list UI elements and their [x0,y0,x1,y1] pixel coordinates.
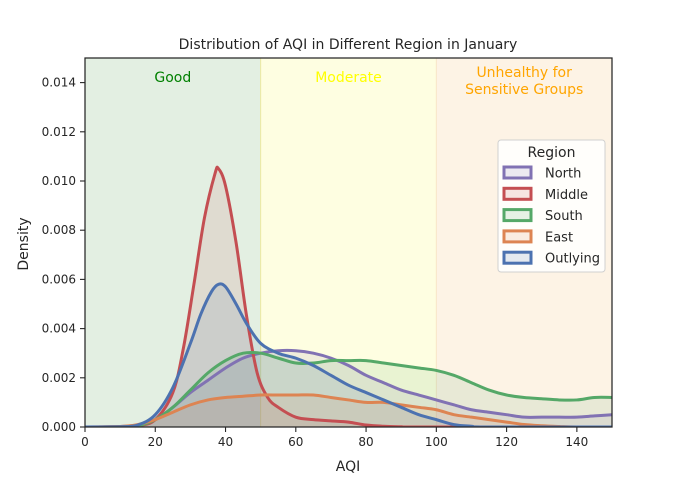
area-north [85,350,612,427]
y-tick-label: 0.014 [42,76,76,90]
x-tick-label: 60 [288,435,303,449]
legend-label-middle: Middle [545,188,588,203]
series-line-east [85,393,612,427]
y-tick-label: 0.008 [42,223,76,237]
y-tick-label: 0.002 [42,371,76,385]
y-tick-label: 0.004 [42,322,76,336]
x-tick-label: 0 [81,435,89,449]
legend-swatch-middle [502,186,533,201]
legend-swatch-outlying [502,250,533,265]
y-tick-label: 0.000 [42,420,76,434]
area-south [85,352,612,427]
x-axis-label: AQI [336,459,360,475]
legend-swatch-north [502,165,533,180]
legend-label-outlying: Outlying [545,252,600,267]
legend-box [497,139,606,273]
density-lines [85,165,612,427]
legend-label-south: South [545,209,583,224]
density-areas [85,167,612,427]
legend-swatch-east [502,229,533,244]
series-line-outlying [85,282,612,427]
x-tick-label: 80 [358,435,373,449]
series-line-south [85,350,612,427]
x-tick-label: 120 [495,435,518,449]
chart-title: Distribution of AQI in Different Region … [179,37,518,53]
x-tick-label: 40 [218,435,233,449]
band-labels: Good Moderate Unhealthy for Sensitive Group… [154,65,583,98]
legend-title: Region [528,145,576,161]
band-label-1: Moderate [315,70,382,86]
y-axis-label: Density [16,217,32,270]
y-tick-label: 0.010 [42,174,76,188]
band-label-0: Good [154,70,191,86]
x-axis-ticks: 0 20 40 60 80 100 120 140 [81,427,588,449]
x-tick-label: 20 [148,435,163,449]
area-middle [85,167,612,427]
legend: Region North Middle South East Outlying [497,139,606,273]
area-outlying [85,283,612,427]
y-tick-label: 0.012 [42,125,76,139]
x-tick-label: 100 [425,435,448,449]
band-label-2: Unhealthy for Sensitive Groups [465,65,583,98]
legend-label-north: North [545,167,581,182]
legend-label-east: East [545,230,573,245]
y-tick-label: 0.006 [42,272,76,286]
series-line-north [85,348,612,427]
x-tick-label: 140 [565,435,588,449]
plot-frame [84,57,613,428]
y-axis-ticks: 0.000 0.002 0.004 0.006 0.008 0.010 0.012 0.014 [42,76,85,434]
legend-swatch-south [502,208,533,223]
